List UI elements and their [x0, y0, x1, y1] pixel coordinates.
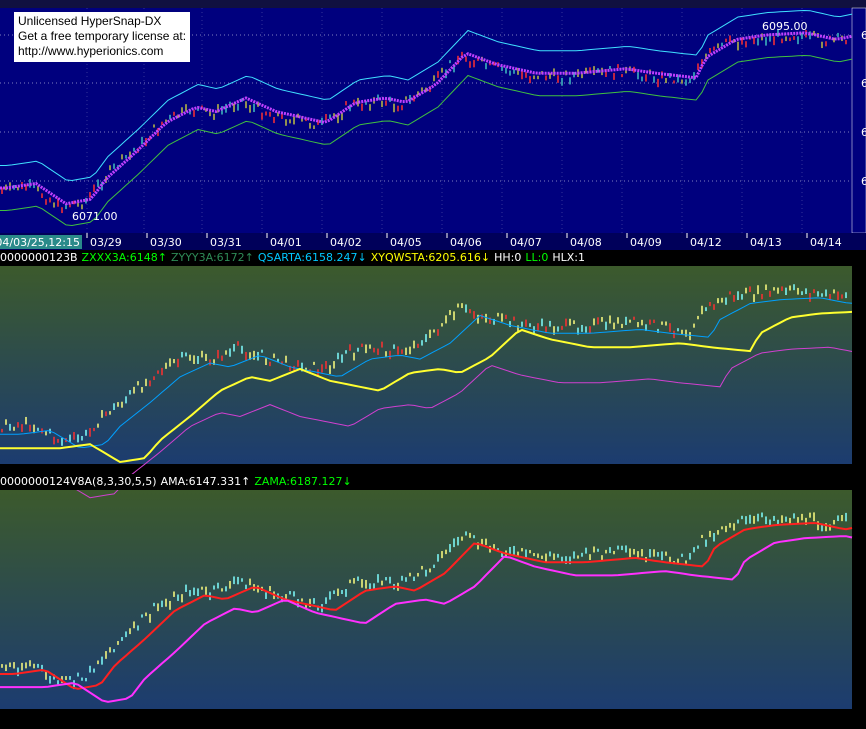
right-axis-3 — [852, 490, 866, 709]
right-axis-label: 6 — [861, 29, 866, 42]
plot-layer: 6 6 6 6 2004/03/25,12:15 03/29 03/30 03/31 04/01… — [0, 8, 866, 703]
band-mid — [0, 31, 853, 206]
indicator-label: QSARTA:6158.247↓ — [257, 251, 367, 264]
line-magenta — [0, 346, 853, 499]
indicator-label: AMA:6147.331↑ — [160, 475, 251, 488]
watermark: Unlicensed HyperSnap-DX Get a free tempo… — [14, 12, 190, 62]
header-strip — [0, 0, 866, 8]
current-date: 2004/03/25,12:15 — [0, 236, 80, 249]
date-label: 03/31 — [210, 236, 242, 249]
watermark-line: Unlicensed HyperSnap-DX — [18, 14, 162, 28]
band-lower — [0, 54, 853, 227]
price-annotation: 6095.00 — [762, 20, 808, 33]
date-label: 04/08 — [570, 236, 602, 249]
status-strip — [0, 709, 866, 729]
line-magenta — [0, 535, 853, 703]
indicator-label: XYQWSTA:6205.616↓ — [370, 251, 491, 264]
watermark-line: Get a free temporary license at: — [18, 29, 187, 43]
indicator-label-bar: 0000000123B ZXXX3A:6148↑ ZYYY3A:6172↑ QSART… — [0, 250, 866, 266]
band-upper — [0, 9, 853, 182]
date-label: 04/14 — [810, 236, 842, 249]
date-axis — [0, 233, 866, 250]
indicator-label: LL:0 — [525, 251, 549, 264]
indicator-label: 0000000124V8A(8,3,30,5,5) — [0, 475, 157, 488]
date-label: 04/06 — [450, 236, 482, 249]
watermark-line: http://www.hyperionics.com — [18, 44, 164, 58]
line-red — [0, 522, 853, 690]
date-label: 03/30 — [150, 236, 182, 249]
date-label: 04/13 — [750, 236, 782, 249]
indicator-label-bar: 0000000124V8A(8,3,30,5,5) AMA:6147.331↑ ZA… — [0, 474, 866, 490]
line-cyan — [0, 297, 853, 449]
indicator-label: ZYYY3A:6172↑ — [170, 251, 254, 264]
date-label: 04/01 — [270, 236, 302, 249]
date-label: 03/29 — [90, 236, 122, 249]
indicator-panel-1 — [0, 266, 852, 464]
right-axis-2 — [852, 266, 866, 464]
line-yellow — [0, 310, 853, 464]
date-label: 04/05 — [390, 236, 422, 249]
indicator-label: ZAMA:6187.127↓ — [254, 475, 352, 488]
indicator-label: HH:0 — [494, 251, 522, 264]
date-label: 04/12 — [690, 236, 722, 249]
indicator-label: ZXXX3A:6148↑ — [81, 251, 167, 264]
right-axis-label: 6 — [861, 175, 866, 188]
right-axis-label: 6 — [861, 126, 866, 139]
date-label: 04/07 — [510, 236, 542, 249]
indicator-label: 0000000123B — [0, 251, 78, 264]
indicator-label: HLX:1 — [552, 251, 585, 264]
date-label: 04/02 — [330, 236, 362, 249]
right-axis-label: 6 — [861, 77, 866, 90]
price-annotation: 6071.00 — [72, 210, 118, 223]
current-date-box — [0, 235, 82, 249]
date-label: 04/09 — [630, 236, 662, 249]
